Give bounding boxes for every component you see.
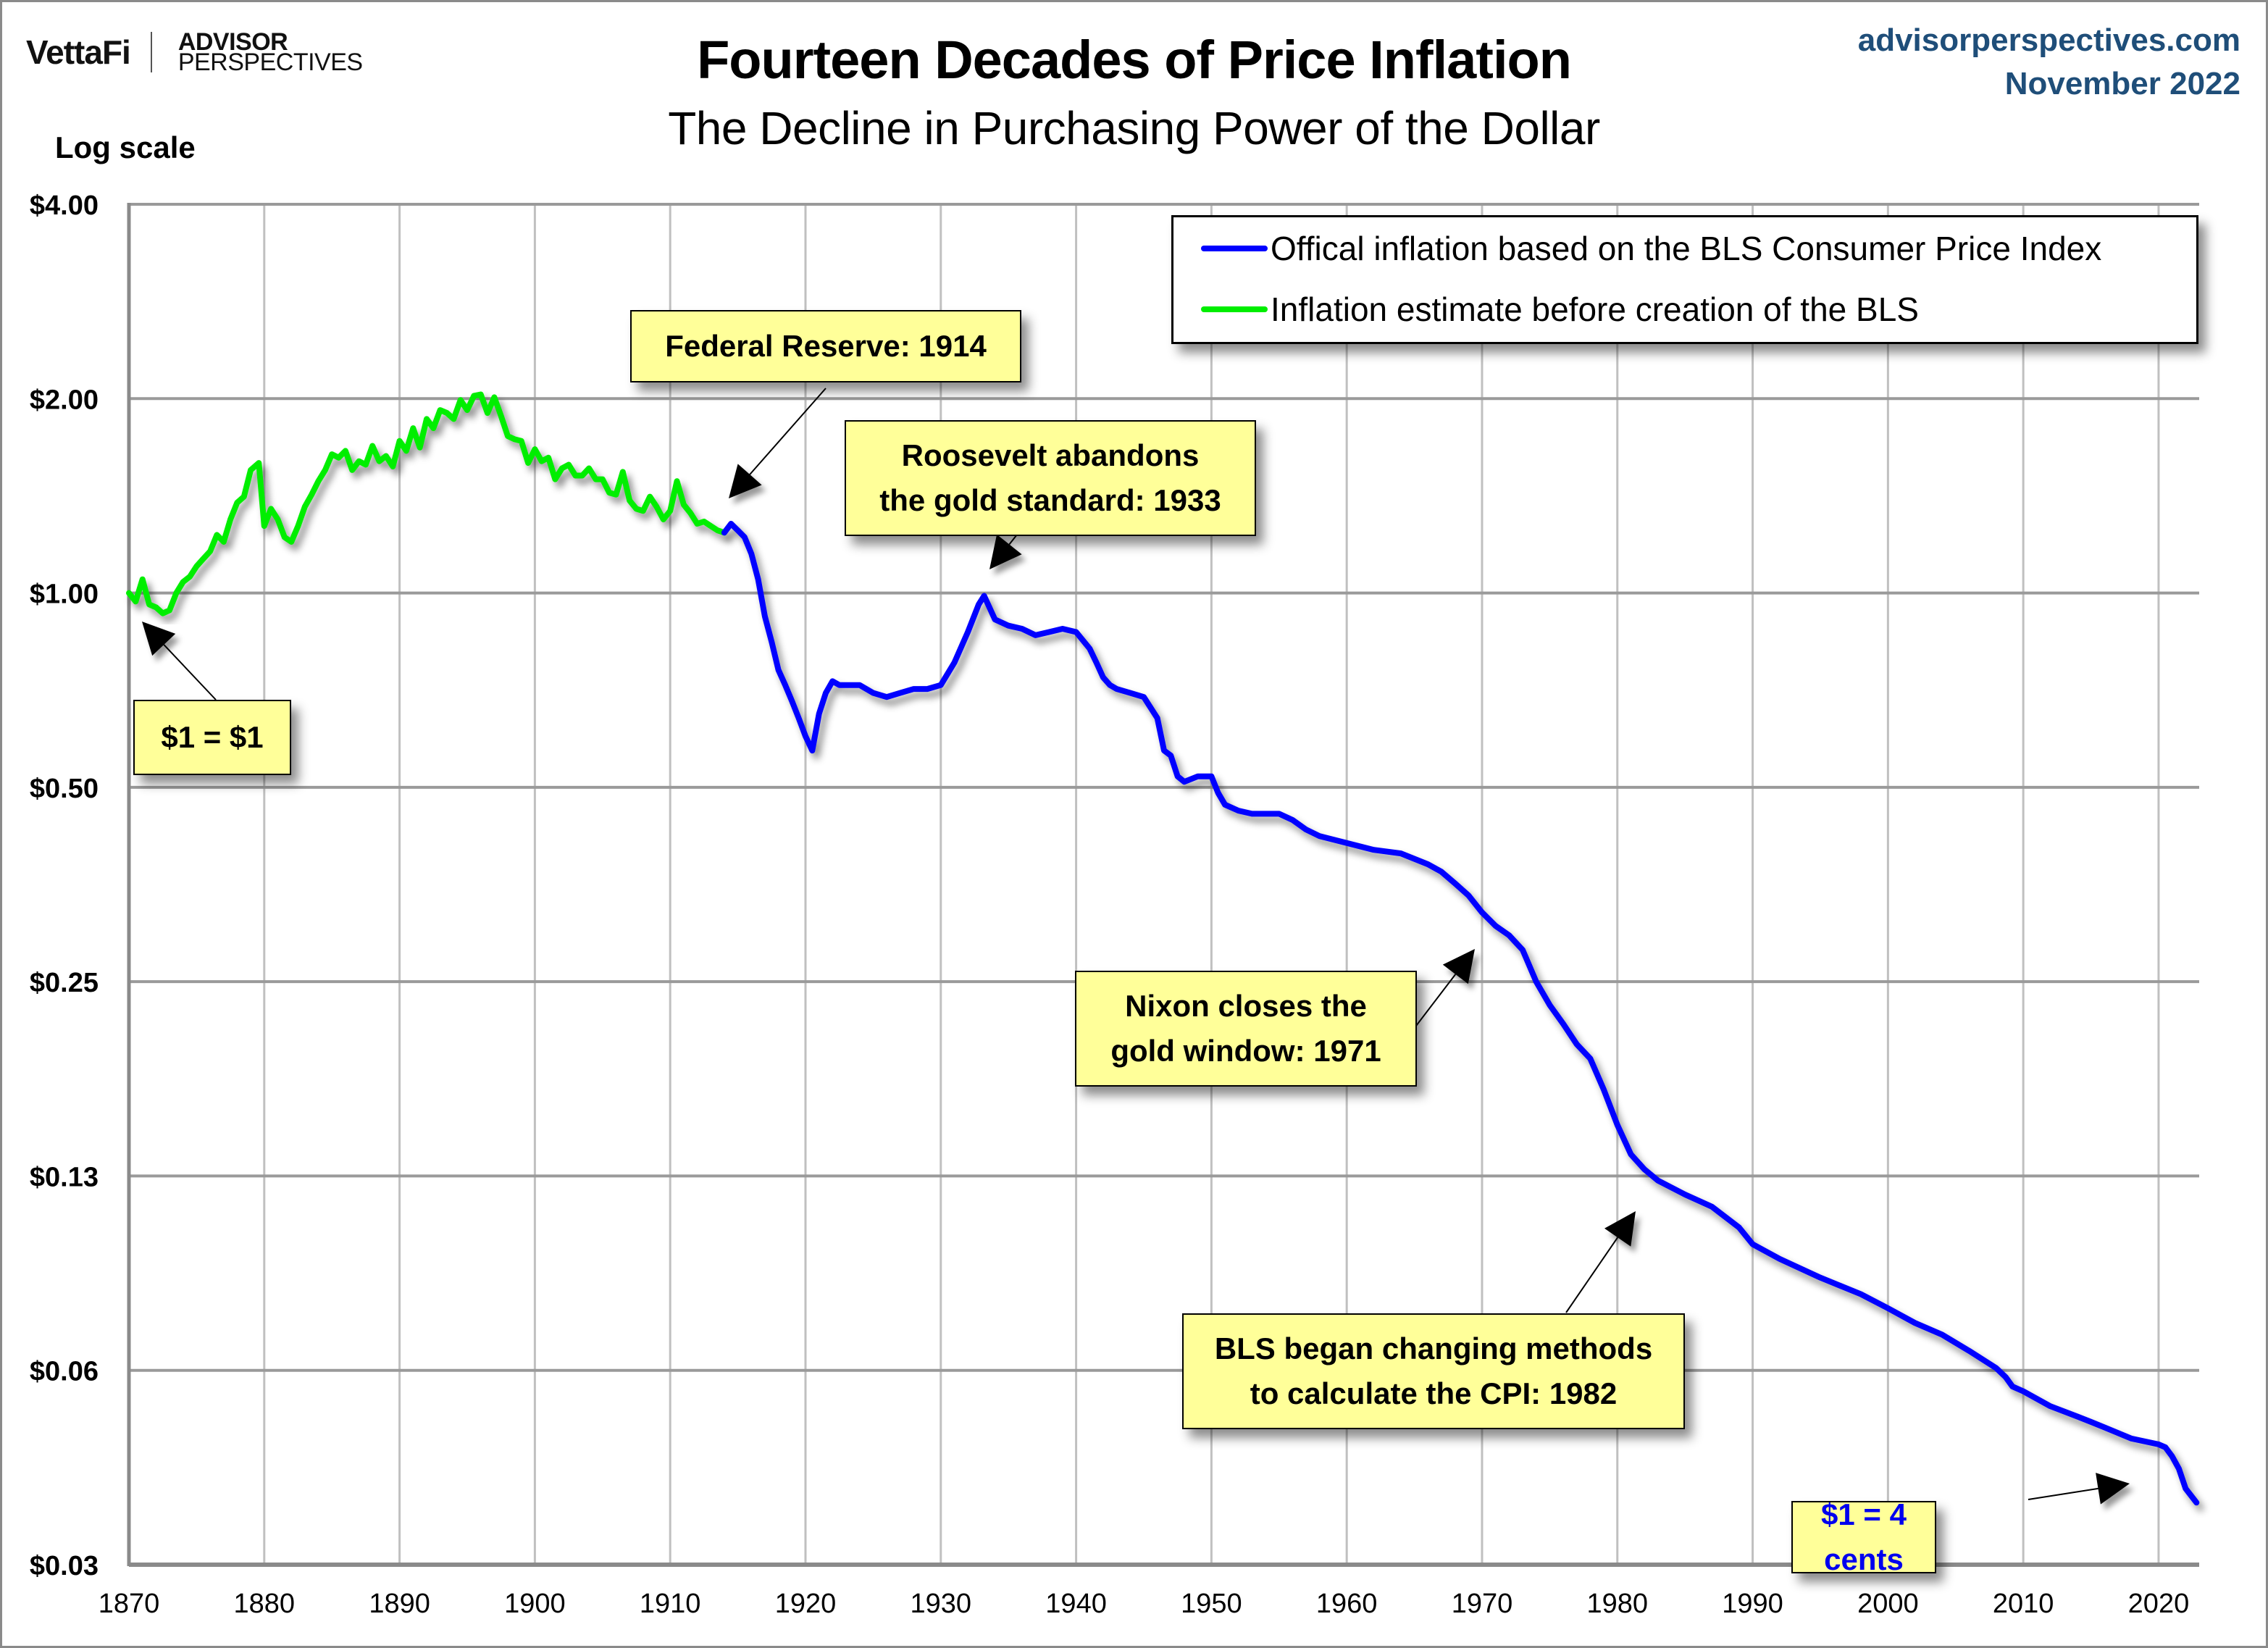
y-tick-label: $4.00 <box>30 191 99 221</box>
y-tick-label: $0.03 <box>30 1551 99 1581</box>
x-tick-label: 1870 <box>99 1589 160 1619</box>
callout-bls-methods: BLS began changing methods to calculate … <box>1182 1313 1685 1429</box>
date-label: November 2022 <box>2004 66 2240 101</box>
arrow-bls-methods <box>1565 1211 1636 1313</box>
arrow-head-icon <box>142 622 176 656</box>
x-tick-label: 1890 <box>369 1589 430 1619</box>
x-tick-label: 1900 <box>504 1589 566 1619</box>
callout-roosevelt-text: Roosevelt abandons the gold standard: 19… <box>879 438 1221 517</box>
x-axis-ticks: 1870 1880 1890 1900 1910 1920 1930 1940 1950 1960… <box>99 1589 2190 1619</box>
legend-swatch-cpi <box>1201 246 1268 251</box>
callout-federal-reserve-text: Federal Reserve: 1914 <box>665 329 987 363</box>
arrow-shaft <box>2028 1487 2098 1500</box>
arrow-head-icon <box>2096 1473 2130 1505</box>
y-tick-label: $2.00 <box>30 385 99 415</box>
x-tick-label: 1920 <box>775 1589 837 1619</box>
legend-item-estimate: Inflation estimate before creation of th… <box>1201 290 1919 329</box>
legend-label-estimate: Inflation estimate before creation of th… <box>1271 290 1919 328</box>
arrow-head-icon <box>989 534 1022 569</box>
scale-note: Log scale <box>55 130 196 164</box>
x-tick-label: 2010 <box>1993 1589 2054 1619</box>
arrow-shaft <box>1413 974 1457 1029</box>
x-tick-label: 1980 <box>1586 1589 1648 1619</box>
arrow-shaft <box>749 388 827 475</box>
callout-dollar-end: $1 = 4 cents <box>1791 1497 1936 1576</box>
callout-dollar-start-text: $1 = $1 <box>161 720 264 754</box>
site-url[interactable]: advisorperspectives.com <box>1857 22 2240 58</box>
callout-bls-methods-text: BLS began changing methods to calculate … <box>1214 1331 1653 1410</box>
x-tick-label: 1970 <box>1452 1589 1513 1619</box>
x-tick-label: 1880 <box>234 1589 296 1619</box>
source-block: advisorperspectives.com November 2022 <box>1858 19 2240 106</box>
y-tick-label: $0.06 <box>30 1357 99 1387</box>
callout-federal-reserve: Federal Reserve: 1914 <box>630 310 1021 382</box>
arrow-shaft <box>1565 1237 1618 1313</box>
chart-title: Fourteen Decades of Price Inflation <box>697 30 1572 90</box>
y-tick-label: $0.13 <box>30 1162 99 1192</box>
logo-line-2: PERSPECTIVES <box>177 49 363 76</box>
arrow-head-icon <box>1442 949 1475 984</box>
legend-label-cpi: Offical inflation based on the BLS Consu… <box>1271 230 2102 267</box>
arrow-shaft <box>1008 534 1018 545</box>
arrow-dollar-end <box>2028 1473 2130 1505</box>
callout-dollar-start: $1 = $1 <box>133 700 291 775</box>
arrow-head-icon <box>1604 1211 1636 1247</box>
arrow-federal-reserve <box>729 388 827 498</box>
callout-dollar-end-text: $1 = 4 cents <box>1821 1497 1907 1576</box>
y-tick-label: $0.25 <box>30 968 99 998</box>
series-lines <box>126 391 2200 1506</box>
arrow-shaft <box>163 644 217 700</box>
vettafi-logo: VettaFi <box>26 33 131 71</box>
callout-nixon-text: Nixon closes the gold window: 1971 <box>1110 989 1381 1068</box>
callout-nixon: Nixon closes the gold window: 1971 <box>1075 971 1417 1087</box>
x-tick-label: 2000 <box>1857 1589 1919 1619</box>
series-line-pre-bls <box>126 391 727 616</box>
legend-item-cpi: Offical inflation based on the BLS Consu… <box>1201 229 2101 268</box>
y-axis-ticks: $4.00 $2.00 $1.00 $0.50 $0.25 $0.13 $0.06 $0.03 <box>30 191 99 1581</box>
y-tick-label: $0.50 <box>30 774 99 804</box>
x-tick-label: 1930 <box>911 1589 972 1619</box>
arrow-head-icon <box>729 464 762 498</box>
advisor-perspectives-logo: ADVISOR PERSPECTIVES <box>177 28 363 76</box>
arrow-nixon <box>1413 949 1475 1029</box>
x-tick-label: 1990 <box>1722 1589 1783 1619</box>
legend-swatch-estimate <box>1201 306 1268 312</box>
x-tick-label: 1950 <box>1181 1589 1242 1619</box>
arrow-dollar-start <box>142 622 217 700</box>
x-tick-label: 1960 <box>1316 1589 1378 1619</box>
annotation-arrows <box>142 388 2130 1505</box>
y-tick-label: $1.00 <box>30 580 99 610</box>
brand-logo: VettaFi ADVISOR PERSPECTIVES <box>26 28 363 76</box>
arrow-roosevelt <box>989 534 1022 569</box>
series-line-cpi <box>721 521 2200 1506</box>
logo-line-1: ADVISOR <box>177 28 288 56</box>
callout-roosevelt: Roosevelt abandons the gold standard: 19… <box>845 420 1256 536</box>
x-tick-label: 1940 <box>1045 1589 1107 1619</box>
logo-divider <box>150 32 152 72</box>
x-tick-label: 2020 <box>2128 1589 2190 1619</box>
legend: Offical inflation based on the BLS Consu… <box>1171 215 2198 344</box>
x-tick-label: 1910 <box>640 1589 701 1619</box>
chart-subtitle: The Decline in Purchasing Power of the D… <box>668 102 1600 154</box>
